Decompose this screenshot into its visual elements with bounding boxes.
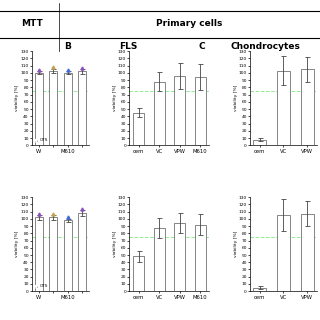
Text: Primary cells: Primary cells bbox=[156, 20, 222, 28]
Bar bbox=[35, 217, 43, 291]
Legend: OTS: OTS bbox=[34, 138, 49, 143]
Y-axis label: viability [%]: viability [%] bbox=[113, 231, 117, 257]
Text: B: B bbox=[64, 42, 71, 51]
Bar bbox=[64, 220, 72, 291]
Y-axis label: viability [%]: viability [%] bbox=[15, 231, 20, 257]
Y-axis label: viability [%]: viability [%] bbox=[234, 231, 237, 257]
Bar bbox=[253, 288, 266, 291]
Bar bbox=[49, 217, 57, 291]
Bar bbox=[277, 71, 290, 145]
Bar bbox=[133, 256, 144, 291]
Bar bbox=[64, 73, 72, 145]
Bar bbox=[174, 223, 185, 291]
Bar bbox=[133, 113, 144, 145]
Text: C: C bbox=[198, 42, 205, 51]
Bar bbox=[78, 71, 86, 145]
Bar bbox=[174, 76, 185, 145]
Y-axis label: viability [%]: viability [%] bbox=[113, 85, 117, 111]
Bar bbox=[301, 69, 314, 145]
Bar bbox=[154, 82, 165, 145]
Text: MTT: MTT bbox=[21, 20, 43, 28]
Bar bbox=[78, 213, 86, 291]
Text: Chondrocytes: Chondrocytes bbox=[231, 42, 300, 51]
Legend: OTS: OTS bbox=[34, 284, 49, 289]
Bar bbox=[35, 73, 43, 145]
Bar bbox=[49, 71, 57, 145]
Bar bbox=[154, 228, 165, 291]
Text: FLS: FLS bbox=[119, 42, 137, 51]
Y-axis label: viability [%]: viability [%] bbox=[234, 85, 237, 111]
Bar bbox=[195, 77, 206, 145]
Bar bbox=[253, 140, 266, 145]
Bar bbox=[301, 214, 314, 291]
Y-axis label: viability [%]: viability [%] bbox=[15, 85, 20, 111]
Bar bbox=[277, 215, 290, 291]
Bar bbox=[195, 225, 206, 291]
